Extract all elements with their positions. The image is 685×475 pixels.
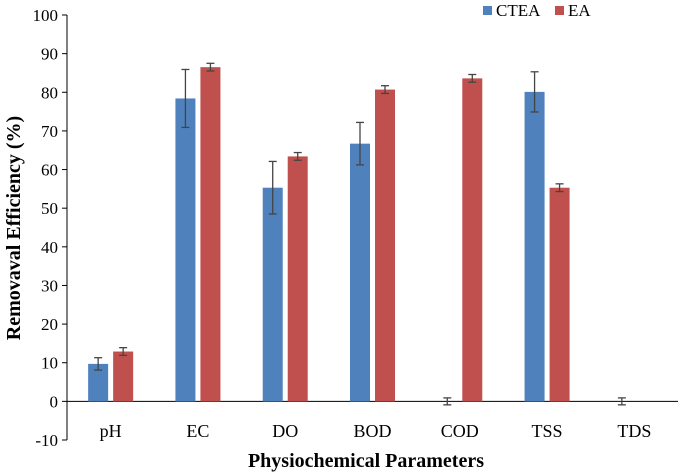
legend-label: EA [568, 1, 591, 20]
error-bar-ctea-bod [356, 121, 364, 166]
bar-ctea-do [262, 187, 283, 402]
x-tick-label: TDS [617, 421, 651, 441]
bar-ctea-ph [88, 363, 109, 402]
legend: CTEA EA [483, 1, 591, 20]
error-bar-ea-do [293, 151, 302, 161]
bar-ea-ph [113, 351, 134, 402]
x-tick-label: COD [441, 421, 479, 441]
error-bar-ea-ec [206, 62, 215, 72]
bar-ctea-tss [524, 91, 545, 402]
x-tick-label: DO [272, 421, 298, 441]
error-bar-ctea-tss [530, 71, 539, 113]
error-bar-ctea-ph [94, 357, 103, 371]
x-tick-label: BOD [353, 421, 391, 441]
x-tick-label: EC [186, 421, 209, 441]
y-axis-title: Removaval Efficiency (%) [3, 116, 25, 340]
error-bar-ea-tss [555, 183, 564, 193]
labels-layer: -10 0 10 20 30 40 50 60 70 80 90 100 pH EC DO BOD COD TSS… [33, 6, 652, 450]
x-axis-title: Physiochemical Parameters [248, 450, 484, 472]
y-tick-label: 100 [33, 6, 59, 25]
error-bar-ea-bod [381, 85, 389, 95]
legend-item-ea: EA [555, 1, 591, 20]
legend-swatch [555, 6, 564, 15]
bars-layer [88, 62, 626, 406]
error-bar-ea-cod [468, 73, 477, 83]
y-tick-label: 70 [41, 122, 58, 141]
x-tick-label: pH [100, 421, 122, 441]
bar-ea-bod [375, 89, 395, 402]
legend-item-ctea: CTEA [483, 1, 541, 20]
y-tick-label: 60 [41, 161, 58, 180]
y-tick-label: 90 [41, 45, 58, 64]
error-bar-ea-ph [119, 347, 128, 357]
bar-ea-tss [549, 187, 570, 402]
bar-ctea-ec [175, 98, 196, 402]
error-bar-ctea-cod [443, 397, 452, 406]
axes-layer [62, 14, 678, 441]
y-tick-label: 0 [50, 392, 59, 411]
bar-ea-ec [200, 67, 221, 402]
y-tick-label: 10 [41, 354, 58, 373]
error-bar-ctea-tds [617, 397, 626, 406]
y-tick-label: 20 [41, 315, 58, 334]
bar-ea-do [287, 156, 308, 402]
bar-ea-cod [462, 78, 483, 402]
x-tick-label: TSS [532, 421, 563, 441]
error-bar-ctea-ec [181, 68, 190, 129]
error-bar-ctea-do [268, 160, 277, 215]
y-tick-label: 80 [41, 83, 58, 102]
y-tick-label: -10 [35, 431, 58, 450]
y-tick-label: 40 [41, 238, 58, 257]
y-tick-label: 30 [41, 276, 58, 295]
y-tick-label: 50 [41, 199, 58, 218]
legend-swatch [483, 6, 492, 15]
bar-ctea-bod [350, 143, 370, 402]
legend-label: CTEA [496, 1, 541, 20]
